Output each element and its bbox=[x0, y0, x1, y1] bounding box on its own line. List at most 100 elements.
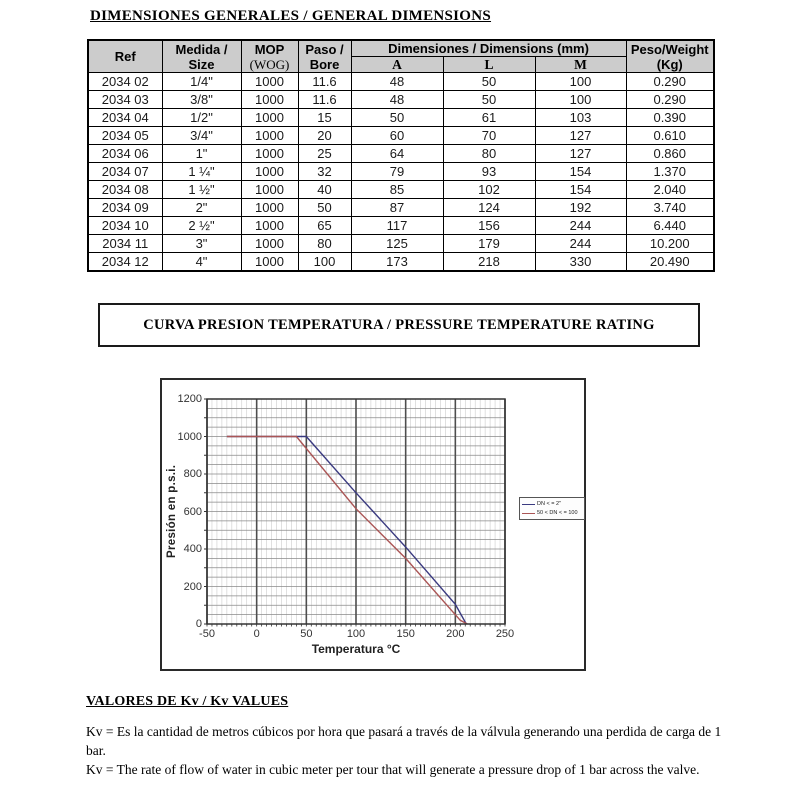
table-cell: 87 bbox=[350, 198, 444, 217]
kv-values-heading: VALORES DE Kv / Kv VALUES bbox=[86, 694, 289, 709]
table-cell: 85 bbox=[350, 180, 444, 199]
y-tick-label: 1000 bbox=[177, 430, 202, 443]
table-row: 2034 12 4" 1000 100 173 218 330 20.490 bbox=[87, 252, 715, 272]
table-cell: 50 bbox=[442, 72, 536, 91]
table-cell: 3" bbox=[161, 234, 242, 253]
table-cell: 1/2" bbox=[161, 108, 242, 127]
kv-values-text: Kv = Es la cantidad de metros cúbicos po… bbox=[86, 722, 738, 779]
table-cell: 48 bbox=[350, 72, 444, 91]
pressure-temperature-chart: Presión en p.s.i. Temperatura °C DN < = … bbox=[160, 378, 586, 671]
table-cell: 1000 bbox=[240, 144, 299, 163]
series-line-1 bbox=[226, 435, 468, 625]
legend-line-swatch bbox=[522, 512, 535, 514]
table-cell: 50 bbox=[297, 198, 352, 217]
table-cell: 100 bbox=[297, 252, 352, 272]
y-tick-label: 0 bbox=[195, 618, 202, 630]
legend-label: 50 < DN < = 100 bbox=[537, 510, 578, 516]
table-row: 2034 04 1/2" 1000 15 50 61 103 0.390 bbox=[87, 108, 715, 127]
table-cell: 2034 05 bbox=[87, 126, 163, 145]
table-cell: 1000 bbox=[240, 162, 299, 181]
table-cell: 1000 bbox=[240, 234, 299, 253]
col-header-dim-a: A bbox=[350, 56, 444, 73]
table-row: 2034 11 3" 1000 80 125 179 244 10.200 bbox=[87, 234, 715, 253]
x-tick-label: 250 bbox=[495, 628, 515, 640]
legend-entry: 50 < DN < = 100 bbox=[522, 510, 582, 516]
table-cell: 2034 11 bbox=[87, 234, 163, 253]
table-cell: 11.6 bbox=[297, 72, 352, 91]
x-tick-label: 50 bbox=[300, 628, 313, 640]
table-cell: 127 bbox=[534, 126, 627, 145]
y-tick-label: 800 bbox=[183, 468, 202, 480]
table-cell: 80 bbox=[297, 234, 352, 253]
table-cell: 244 bbox=[534, 216, 627, 235]
y-tick-label: 1200 bbox=[177, 393, 202, 405]
dimensions-table-body: 2034 02 1/4" 1000 11.6 48 50 100 0.290 2034 03 3/… bbox=[87, 72, 715, 272]
table-cell: 154 bbox=[534, 162, 627, 181]
table-cell: 2034 04 bbox=[87, 108, 163, 127]
table-cell: 1000 bbox=[240, 108, 299, 127]
pressure-temp-chart-svg bbox=[204, 398, 506, 627]
table-cell: 1 ¼" bbox=[161, 162, 242, 181]
table-cell: 125 bbox=[350, 234, 444, 253]
table-cell: 1" bbox=[161, 144, 242, 163]
y-tick-label: 400 bbox=[183, 543, 202, 555]
legend-label: DN < = 2" bbox=[537, 501, 561, 507]
x-tick-label: 200 bbox=[446, 628, 465, 640]
table-cell: 6.440 bbox=[625, 216, 715, 235]
col-header-ref: Ref bbox=[87, 39, 163, 73]
table-cell: 0.290 bbox=[625, 72, 715, 91]
table-row: 2034 03 3/8" 1000 11.6 48 50 100 0.290 bbox=[87, 90, 715, 109]
table-cell: 156 bbox=[442, 216, 536, 235]
col-header-bore: Paso / Bore bbox=[297, 39, 352, 73]
table-cell: 1000 bbox=[240, 72, 299, 91]
table-cell: 10.200 bbox=[625, 234, 715, 253]
table-cell: 1000 bbox=[240, 180, 299, 199]
table-cell: 2034 06 bbox=[87, 144, 163, 163]
chart-legend: DN < = 2" 50 < DN < = 100 bbox=[519, 497, 585, 520]
col-header-weight: Peso/Weight (Kg) bbox=[625, 39, 715, 73]
table-cell: 103 bbox=[534, 108, 627, 127]
legend-entry: DN < = 2" bbox=[522, 501, 582, 507]
x-tick-label: -50 bbox=[199, 628, 215, 640]
table-row: 2034 09 2" 1000 50 87 124 192 3.740 bbox=[87, 198, 715, 217]
table-cell: 93 bbox=[442, 162, 536, 181]
table-cell: 2034 02 bbox=[87, 72, 163, 91]
table-cell: 3/8" bbox=[161, 90, 242, 109]
table-cell: 100 bbox=[534, 90, 627, 109]
table-cell: 70 bbox=[442, 126, 536, 145]
table-cell: 2.040 bbox=[625, 180, 715, 199]
x-tick-label: 100 bbox=[346, 628, 366, 640]
x-tick-label: 150 bbox=[396, 628, 415, 640]
table-row: 2034 06 1" 1000 25 64 80 127 0.860 bbox=[87, 144, 715, 163]
table-cell: 61 bbox=[442, 108, 536, 127]
table-cell: 48 bbox=[350, 90, 444, 109]
table-cell: 3.740 bbox=[625, 198, 715, 217]
table-cell: 1000 bbox=[240, 252, 299, 272]
table-cell: 102 bbox=[442, 180, 536, 199]
table-cell: 15 bbox=[297, 108, 352, 127]
general-dimensions-heading: DIMENSIONES GENERALES / GENERAL DIMENSIO… bbox=[90, 8, 492, 24]
table-cell: 32 bbox=[297, 162, 352, 181]
dimensions-table: Ref Medida / Size MOP (WOG) Paso / Bore … bbox=[87, 39, 715, 272]
dimensions-table-header: Ref Medida / Size MOP (WOG) Paso / Bore … bbox=[87, 39, 715, 73]
table-cell: 1 ½" bbox=[161, 180, 242, 199]
table-cell: 60 bbox=[350, 126, 444, 145]
table-cell: 20.490 bbox=[625, 252, 715, 272]
table-cell: 173 bbox=[350, 252, 444, 272]
table-row: 2034 10 2 ½" 1000 65 117 156 244 6.440 bbox=[87, 216, 715, 235]
col-header-dim-m: M bbox=[534, 56, 627, 73]
col-header-size: Medida / Size bbox=[161, 39, 242, 73]
table-cell: 2 ½" bbox=[161, 216, 242, 235]
table-cell: 179 bbox=[442, 234, 536, 253]
table-cell: 2034 08 bbox=[87, 180, 163, 199]
table-cell: 79 bbox=[350, 162, 444, 181]
table-row: 2034 08 1 ½" 1000 40 85 102 154 2.040 bbox=[87, 180, 715, 199]
col-header-dim-l: L bbox=[442, 56, 536, 73]
table-cell: 64 bbox=[350, 144, 444, 163]
table-cell: 2034 10 bbox=[87, 216, 163, 235]
pressure-temperature-heading: CURVA PRESION TEMPERATURA / PRESSURE TEM… bbox=[143, 316, 655, 333]
table-cell: 330 bbox=[534, 252, 627, 272]
table-cell: 65 bbox=[297, 216, 352, 235]
table-cell: 1000 bbox=[240, 90, 299, 109]
